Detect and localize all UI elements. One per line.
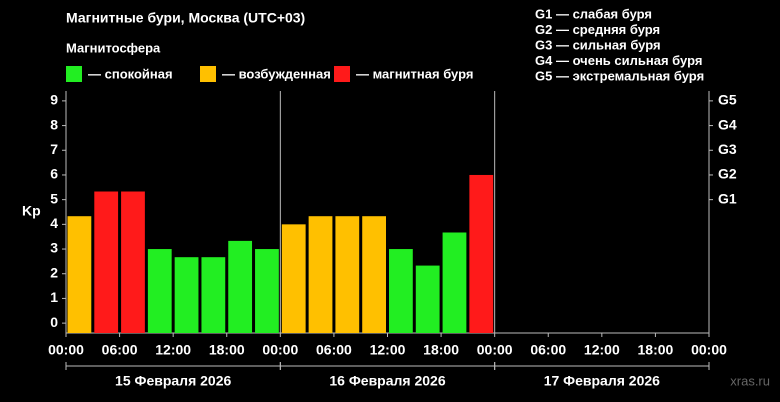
day-label: 15 Февраля 2026 bbox=[115, 373, 231, 389]
y2-tick-label: G4 bbox=[718, 116, 737, 132]
x-tick-label: 12:00 bbox=[584, 342, 620, 358]
y-tick-label: 0 bbox=[50, 314, 58, 330]
storm-scale-label: G5 — экстремальная буря bbox=[535, 68, 704, 83]
bar bbox=[469, 174, 494, 333]
x-tick-label: 12:00 bbox=[370, 342, 406, 358]
bar bbox=[228, 240, 253, 333]
x-tick-label: 06:00 bbox=[316, 342, 352, 358]
y-tick-label: 4 bbox=[50, 215, 58, 231]
legend-swatch bbox=[200, 66, 216, 82]
x-tick-label: 18:00 bbox=[209, 342, 245, 358]
storm-scale-label: G1 — слабая буря bbox=[535, 6, 652, 21]
bar bbox=[442, 232, 467, 333]
x-tick-label: 06:00 bbox=[102, 342, 138, 358]
bar bbox=[281, 224, 306, 333]
x-tick-label: 00:00 bbox=[477, 342, 513, 358]
chart-title: Магнитные бури, Москва (UTC+03) bbox=[66, 10, 305, 26]
y2-tick-label: G5 bbox=[718, 92, 737, 108]
legend-label: — возбужденная bbox=[222, 66, 331, 81]
bar bbox=[67, 216, 92, 333]
bar bbox=[362, 216, 386, 333]
y-axis-label: Kp bbox=[22, 203, 41, 219]
bar bbox=[389, 249, 413, 333]
storm-scale-label: G3 — сильная буря bbox=[535, 37, 661, 52]
legend-swatch bbox=[334, 66, 350, 82]
bar bbox=[121, 191, 145, 333]
legend-title: Магнитосфера bbox=[66, 40, 161, 55]
legend-swatch bbox=[66, 66, 82, 82]
y2-tick-label: G2 bbox=[718, 166, 737, 182]
x-tick-label: 18:00 bbox=[638, 342, 674, 358]
watermark: xras.ru bbox=[730, 373, 770, 388]
storm-scale-label: G2 — средняя буря bbox=[535, 22, 660, 37]
y-tick-label: 7 bbox=[50, 141, 58, 157]
x-tick-label: 00:00 bbox=[48, 342, 84, 358]
bar bbox=[147, 249, 172, 333]
bar bbox=[335, 216, 360, 333]
y2-tick-label: G3 bbox=[718, 141, 737, 157]
y-tick-label: 3 bbox=[50, 240, 58, 256]
bar bbox=[255, 249, 279, 333]
bar bbox=[308, 216, 333, 333]
y-tick-label: 1 bbox=[50, 289, 58, 305]
bar bbox=[174, 257, 199, 333]
y-tick-label: 8 bbox=[50, 116, 58, 132]
x-tick-label: 18:00 bbox=[423, 342, 459, 358]
storm-scale-label: G4 — очень сильная буря bbox=[535, 53, 702, 68]
y-tick-label: 2 bbox=[50, 264, 58, 280]
bar bbox=[201, 257, 226, 333]
y-tick-label: 9 bbox=[50, 92, 58, 108]
y-tick-label: 6 bbox=[50, 166, 58, 182]
y-tick-label: 5 bbox=[50, 190, 58, 206]
bar bbox=[94, 191, 119, 333]
legend-label: — магнитная буря bbox=[356, 66, 473, 81]
x-tick-label: 00:00 bbox=[262, 342, 298, 358]
day-label: 17 Февраля 2026 bbox=[544, 373, 660, 389]
x-tick-label: 12:00 bbox=[155, 342, 191, 358]
bar bbox=[415, 265, 440, 333]
x-tick-label: 00:00 bbox=[691, 342, 727, 358]
y2-tick-label: G1 bbox=[718, 190, 737, 206]
legend-label: — спокойная bbox=[88, 66, 173, 81]
day-label: 16 Февраля 2026 bbox=[329, 373, 445, 389]
x-tick-label: 06:00 bbox=[530, 342, 566, 358]
